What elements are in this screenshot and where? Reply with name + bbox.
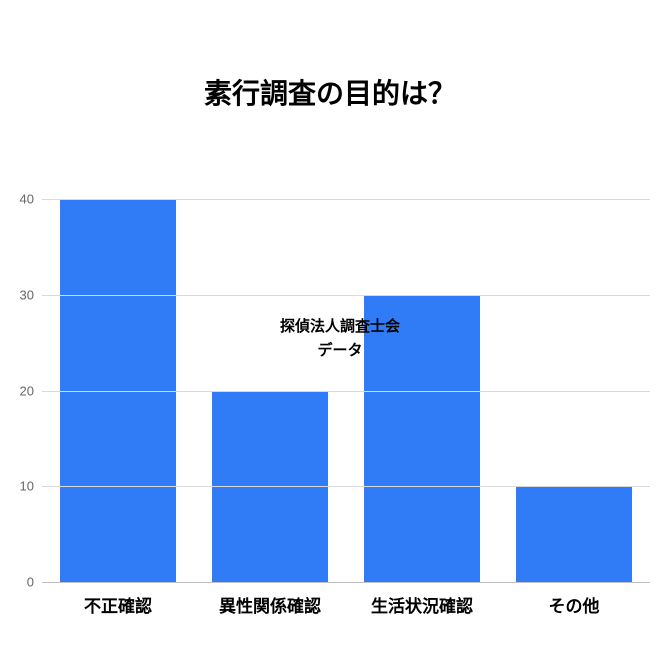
gridline [42, 582, 650, 583]
bar [516, 486, 632, 582]
bar-slot: 不正確認 [42, 180, 194, 582]
gridline [42, 199, 650, 200]
chart-plot-area: 不正確認異性関係確認生活状況確認その他 探偵法人調査士会 データ 0102030… [42, 180, 650, 582]
x-axis-label: 異性関係確認 [219, 582, 321, 617]
gridline [42, 486, 650, 487]
y-axis-tick: 10 [20, 479, 42, 494]
bar-slot: その他 [498, 180, 650, 582]
x-axis-label: その他 [549, 582, 600, 617]
x-axis-label: 生活状況確認 [371, 582, 473, 617]
annotation-line-1: 探偵法人調査士会 [280, 315, 400, 339]
source-annotation: 探偵法人調査士会 データ [280, 315, 400, 363]
annotation-line-2: データ [280, 339, 400, 363]
x-axis-label: 不正確認 [84, 582, 152, 617]
y-axis-tick: 40 [20, 192, 42, 207]
chart-title: 素行調査の目的は？ [0, 72, 660, 112]
bar-slot: 生活状況確認 [346, 180, 498, 582]
bar-slot: 異性関係確認 [194, 180, 346, 582]
y-axis-tick: 30 [20, 287, 42, 302]
gridline [42, 295, 650, 296]
y-axis-tick: 20 [20, 383, 42, 398]
plot: 不正確認異性関係確認生活状況確認その他 探偵法人調査士会 データ 0102030… [42, 180, 650, 582]
gridline [42, 391, 650, 392]
y-axis-tick: 0 [27, 575, 42, 590]
bars-container: 不正確認異性関係確認生活状況確認その他 [42, 180, 650, 582]
